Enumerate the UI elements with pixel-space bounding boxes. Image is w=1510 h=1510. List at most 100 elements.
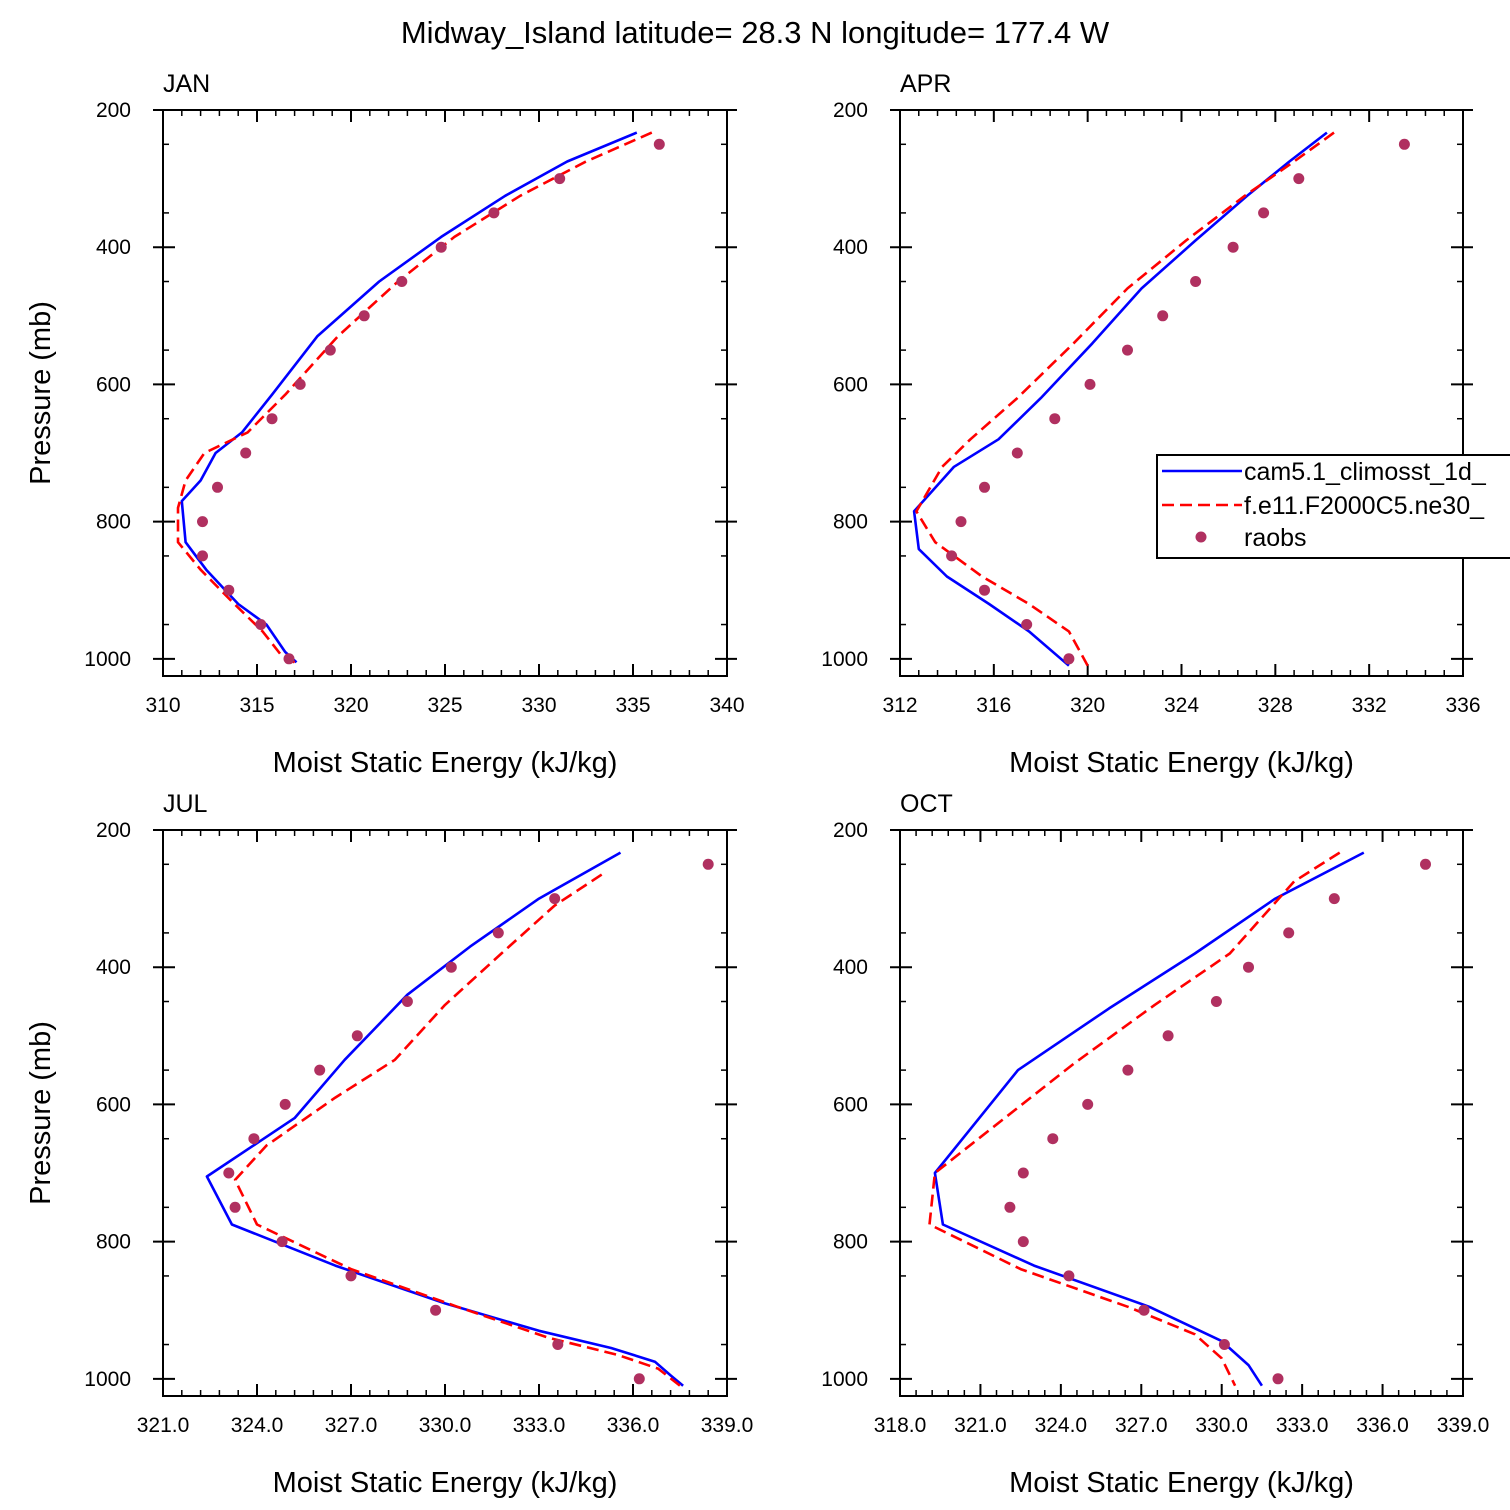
- panel-jul: 321.0 324.0 327.0 330.0 333.0 336.0 339.0 200 40…: [25, 790, 753, 1499]
- obs-point: [445, 961, 457, 973]
- plot-area: [176, 131, 665, 665]
- obs-point: [946, 550, 958, 562]
- obs-point: [1122, 344, 1133, 356]
- x-tick-label: 321.0: [137, 1414, 190, 1437]
- obs-point: [197, 516, 208, 528]
- x-tick-label: 325: [427, 694, 462, 717]
- obs-point: [212, 481, 223, 493]
- series-line-model2: [176, 131, 653, 664]
- obs-point: [345, 1270, 357, 1282]
- x-tick-label: 328: [1258, 694, 1293, 717]
- y-tick-label: 1000: [84, 1368, 131, 1391]
- series-line-model2: [928, 851, 1341, 1387]
- panel-title: APR: [900, 70, 951, 98]
- obs-point: [1210, 996, 1222, 1007]
- plot-area: [928, 851, 1431, 1387]
- y-tick-label: 600: [833, 1093, 868, 1116]
- x-tick-label: 333.0: [1276, 1414, 1329, 1437]
- legend-label-model2: f.e11.F2000C5.ne30_: [1244, 492, 1485, 520]
- obs-point: [1398, 138, 1410, 150]
- panel-title: JUL: [163, 790, 208, 818]
- obs-point: [702, 858, 714, 870]
- y-axis-label: Pressure (mb): [25, 301, 57, 485]
- x-tick-label: 336.0: [607, 1414, 660, 1437]
- plot-frame: [899, 829, 1464, 1397]
- obs-point: [1218, 1339, 1230, 1350]
- x-tick-label: 321.0: [954, 1414, 1007, 1437]
- obs-point: [492, 927, 504, 939]
- obs-point: [1063, 653, 1075, 665]
- obs-point: [1258, 207, 1270, 219]
- obs-point: [1084, 378, 1096, 390]
- y-tick-label: 400: [833, 956, 868, 979]
- y-tick-label: 1000: [84, 648, 131, 671]
- obs-point: [1063, 1270, 1075, 1282]
- obs-point: [229, 1201, 241, 1213]
- obs-point: [294, 378, 306, 390]
- x-axis-label: Moist Static Energy (kJ/kg): [273, 747, 618, 779]
- obs-point: [1017, 1167, 1029, 1179]
- obs-point: [1328, 893, 1340, 905]
- y-tick-label: 400: [833, 236, 868, 259]
- obs-point: [314, 1064, 326, 1076]
- obs-point: [1138, 1304, 1150, 1316]
- y-tick-label: 800: [833, 511, 868, 534]
- legend-label-obs: raobs: [1244, 524, 1307, 552]
- obs-point: [255, 619, 267, 630]
- plot-area: [912, 131, 1410, 667]
- obs-point: [1021, 619, 1033, 630]
- x-tick-label: 312: [882, 694, 917, 717]
- x-tick-label: 336: [1445, 694, 1480, 717]
- y-tick-label: 400: [96, 236, 131, 259]
- x-tick-label: 330.0: [419, 1414, 472, 1437]
- x-tick-label: 327.0: [325, 1414, 378, 1437]
- y-tick-label: 800: [833, 1231, 868, 1254]
- obs-point: [549, 893, 561, 905]
- x-tick-label: 320: [333, 694, 368, 717]
- obs-point: [1190, 276, 1202, 287]
- plot-area: [205, 851, 714, 1387]
- obs-point: [324, 344, 336, 356]
- obs-point: [401, 996, 413, 1007]
- series-line-model1: [180, 131, 638, 664]
- y-tick-label: 800: [96, 1231, 131, 1254]
- obs-point: [351, 1030, 363, 1042]
- obs-point: [1243, 961, 1254, 973]
- y-tick-label: 800: [96, 511, 131, 534]
- legend: cam5.1_climosst_1d_ f.e11.F2000C5.ne30_ra…: [1156, 454, 1510, 559]
- y-axis-label: Pressure (mb): [25, 1021, 57, 1205]
- y-tick-label: 600: [96, 1093, 131, 1116]
- obs-point: [266, 413, 278, 425]
- panel-title: OCT: [900, 790, 953, 818]
- obs-point: [223, 1167, 235, 1179]
- x-tick-label: 339.0: [1437, 1414, 1490, 1437]
- obs-point: [279, 1098, 291, 1110]
- obs-point: [653, 138, 665, 150]
- series-line-model1: [912, 131, 1328, 667]
- series-line-model2: [915, 131, 1335, 667]
- obs-point: [276, 1236, 288, 1248]
- series-line-model1: [933, 851, 1365, 1387]
- obs-point: [1049, 413, 1061, 425]
- y-tick-label: 600: [833, 373, 868, 396]
- obs-point: [396, 276, 408, 287]
- obs-point: [1227, 241, 1239, 253]
- obs-point: [1293, 173, 1305, 185]
- x-tick-label: 310: [145, 694, 180, 717]
- obs-point: [1122, 1064, 1134, 1076]
- x-tick-label: 316: [976, 694, 1011, 717]
- x-tick-label: 330: [521, 694, 556, 717]
- plot-frame: [162, 109, 728, 677]
- y-tick-label: 400: [96, 956, 131, 979]
- x-tick-label: 339.0: [701, 1414, 754, 1437]
- obs-point: [1017, 1236, 1029, 1248]
- x-tick-label: 315: [239, 694, 274, 717]
- y-tick-label: 1000: [821, 648, 868, 671]
- obs-point: [1082, 1098, 1094, 1110]
- obs-point: [430, 1304, 442, 1316]
- x-tick-label: 330.0: [1195, 1414, 1248, 1437]
- y-tick-label: 200: [96, 819, 131, 842]
- y-tick-label: 200: [833, 819, 868, 842]
- x-tick-label: 335: [615, 694, 650, 717]
